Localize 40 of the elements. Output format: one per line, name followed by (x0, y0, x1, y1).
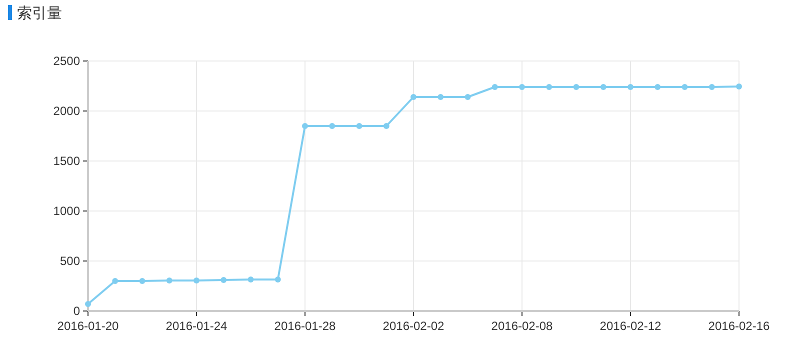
point (274, 276, 281, 282)
point (546, 84, 552, 90)
point (383, 123, 390, 129)
x-tick-label: 2016-02-16 (708, 319, 770, 333)
point (356, 123, 362, 129)
point (438, 94, 444, 100)
x-tick-label: 2016-01-20 (57, 319, 120, 333)
chart-title: 索引量 (17, 5, 62, 22)
y-tick-label: 0 (73, 304, 80, 318)
point (112, 278, 118, 284)
point (628, 84, 634, 90)
point (85, 301, 91, 307)
y-tick-label: 1000 (53, 204, 80, 218)
y-tick-label: 500 (60, 254, 80, 268)
x-tick-label: 2016-01-28 (274, 319, 336, 333)
point (600, 84, 606, 90)
point (166, 278, 172, 284)
x-tick-label: 2016-02-08 (491, 319, 554, 333)
point (708, 84, 715, 90)
point (329, 123, 336, 129)
point (573, 84, 580, 90)
point (519, 84, 525, 90)
point (302, 123, 308, 129)
point (220, 277, 227, 283)
point (248, 276, 254, 282)
point (464, 94, 471, 100)
point (736, 84, 742, 90)
point (194, 278, 200, 284)
y-tick-label: 1500 (53, 154, 80, 168)
x-tick-label: 2016-01-24 (166, 319, 228, 333)
x-tick-label: 2016-02-12 (600, 319, 662, 333)
x-tick-label: 2016-02-02 (382, 319, 445, 333)
point (410, 94, 416, 100)
point (139, 278, 146, 284)
title: 索引量 (8, 5, 62, 22)
point (654, 84, 661, 90)
point (492, 84, 498, 90)
y-tick-label: 2000 (53, 104, 80, 118)
y-tick-label: 2500 (53, 54, 80, 68)
point (682, 84, 688, 90)
